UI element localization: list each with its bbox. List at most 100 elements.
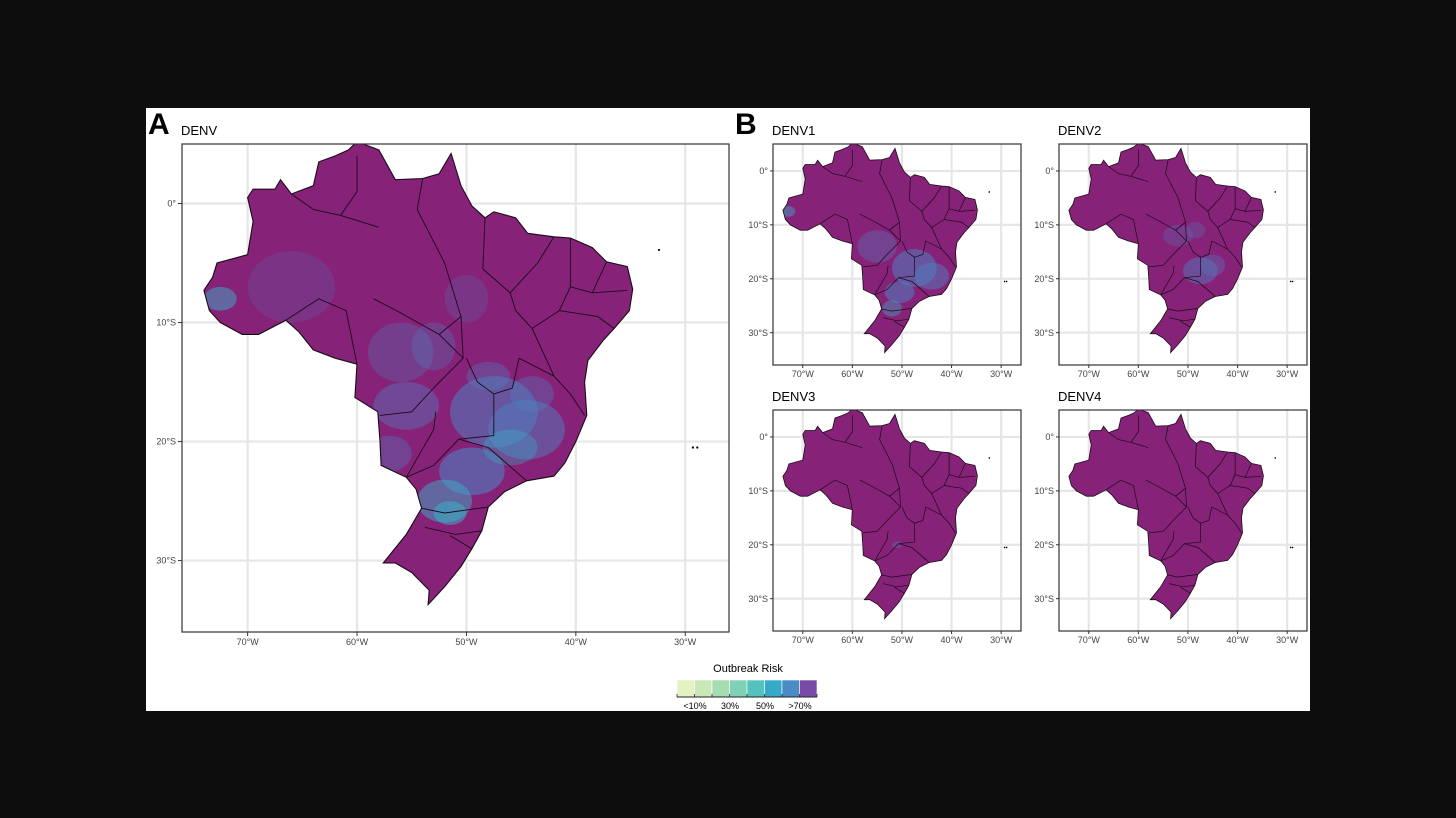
x-tick-label: 50°W xyxy=(455,637,478,647)
island-marker xyxy=(1003,280,1006,283)
island-marker xyxy=(691,446,694,449)
island-marker xyxy=(988,191,991,193)
state-border xyxy=(1211,240,1242,268)
state-border xyxy=(1211,506,1242,534)
x-tick-label: 40°W xyxy=(1227,369,1250,379)
legend-label-high: >70% xyxy=(788,701,811,711)
island-marker xyxy=(1291,546,1294,549)
state-border xyxy=(1105,479,1139,510)
state-border xyxy=(1105,213,1139,244)
state-border xyxy=(1169,583,1195,588)
state-border xyxy=(1145,479,1187,508)
state-border xyxy=(819,213,853,244)
brazil-map xyxy=(203,144,699,607)
state-border xyxy=(822,432,863,449)
panel-denv3-title: DENV3 xyxy=(772,389,815,404)
y-tick-label: 10°S xyxy=(156,318,176,328)
state-border xyxy=(894,321,905,328)
y-tick-label: 30°S xyxy=(1034,594,1054,604)
state-border xyxy=(1207,451,1228,478)
x-tick-label: 70°W xyxy=(237,637,260,647)
y-tick-label: 30°S xyxy=(156,556,176,566)
panel-a-title: DENV xyxy=(181,123,217,138)
y-tick-label: 10°S xyxy=(1034,486,1054,496)
risk-patch xyxy=(482,429,538,466)
state-border xyxy=(509,236,555,294)
state-border xyxy=(844,415,853,443)
risk-patches xyxy=(203,251,565,525)
state-border xyxy=(1130,415,1139,443)
y-tick-label: 20°S xyxy=(1034,540,1054,550)
x-tick-label: 70°W xyxy=(1078,369,1101,379)
state-border xyxy=(1195,177,1209,212)
x-tick-label: 30°W xyxy=(990,369,1013,379)
brazil-fill xyxy=(1068,410,1264,619)
map-panel-denv3: 70°W 60°W 50°W 40°W 30°W 0° 10°S 20°S 30°S xyxy=(748,409,1022,645)
x-tick-label: 70°W xyxy=(1078,635,1101,645)
risk-patch xyxy=(510,376,554,412)
island-marker xyxy=(1005,280,1008,283)
legend-label-low: <10% xyxy=(683,701,706,711)
legend-label-30: 30% xyxy=(721,701,739,711)
state-border xyxy=(1180,587,1191,594)
state-border xyxy=(340,155,358,216)
state-border xyxy=(1230,485,1256,494)
legend-swatch xyxy=(694,679,713,698)
state-border xyxy=(909,443,923,478)
x-tick-label: 60°W xyxy=(346,637,369,647)
x-tick-label: 30°W xyxy=(1276,369,1299,379)
x-tick-label: 30°W xyxy=(674,637,697,647)
state-border xyxy=(874,531,889,562)
legend-swatch xyxy=(711,679,730,698)
panel-b-letter: B xyxy=(735,108,757,141)
y-tick-label: 10°S xyxy=(1034,220,1054,230)
figure-svg: A DENV 70°W 60°W 50°W 40°W 30°W 0° 10°S 20°S 30°… xyxy=(148,108,1308,711)
state-border xyxy=(1165,159,1187,242)
risk-patch xyxy=(203,286,237,311)
state-border xyxy=(921,451,942,478)
legend-swatch xyxy=(764,679,783,698)
legend-swatch xyxy=(799,679,818,698)
x-tick-label: 60°W xyxy=(1127,635,1150,645)
state-border xyxy=(1244,197,1252,212)
state-border xyxy=(518,357,585,416)
map-panel-denv2: 70°W 60°W 50°W 40°W 30°W 0° 10°S 20°S 30°S xyxy=(1034,143,1308,379)
x-tick-label: 30°W xyxy=(990,635,1013,645)
state-border xyxy=(898,543,930,563)
panel-a-letter: A xyxy=(148,108,170,141)
state-border xyxy=(405,411,437,478)
state-border xyxy=(1244,463,1252,478)
state-border xyxy=(958,197,966,212)
state-border xyxy=(909,177,923,212)
panel-denv4-title: DENV4 xyxy=(1058,389,1101,404)
risk-patch xyxy=(444,274,489,323)
state-border xyxy=(844,149,853,177)
y-tick-label: 20°S xyxy=(156,437,176,447)
state-border xyxy=(1145,213,1187,242)
state-border xyxy=(883,583,909,588)
risk-patch xyxy=(1163,224,1193,247)
island-marker xyxy=(1289,546,1292,549)
island-marker xyxy=(988,457,991,459)
map-frame xyxy=(1058,143,1308,366)
state-border xyxy=(1230,219,1256,228)
y-tick-label: 0° xyxy=(1045,432,1054,442)
state-border xyxy=(862,240,901,268)
island-marker xyxy=(1274,191,1277,193)
y-tick-label: 30°S xyxy=(748,328,768,338)
island-marker xyxy=(1003,546,1006,549)
legend-swatch xyxy=(729,679,748,698)
country-border xyxy=(1068,144,1264,354)
legend-swatch xyxy=(676,679,695,698)
state-border xyxy=(1160,531,1175,562)
legend-title: Outbreak Risk xyxy=(713,663,783,675)
state-border xyxy=(1217,452,1236,494)
state-border xyxy=(1148,240,1187,268)
state-border xyxy=(822,166,863,183)
brazil-fill xyxy=(203,144,633,605)
y-tick-label: 30°S xyxy=(748,594,768,604)
legend-label-50: 50% xyxy=(756,701,774,711)
island-marker xyxy=(1289,280,1292,283)
risk-patch xyxy=(857,230,897,263)
state-border xyxy=(958,463,966,478)
